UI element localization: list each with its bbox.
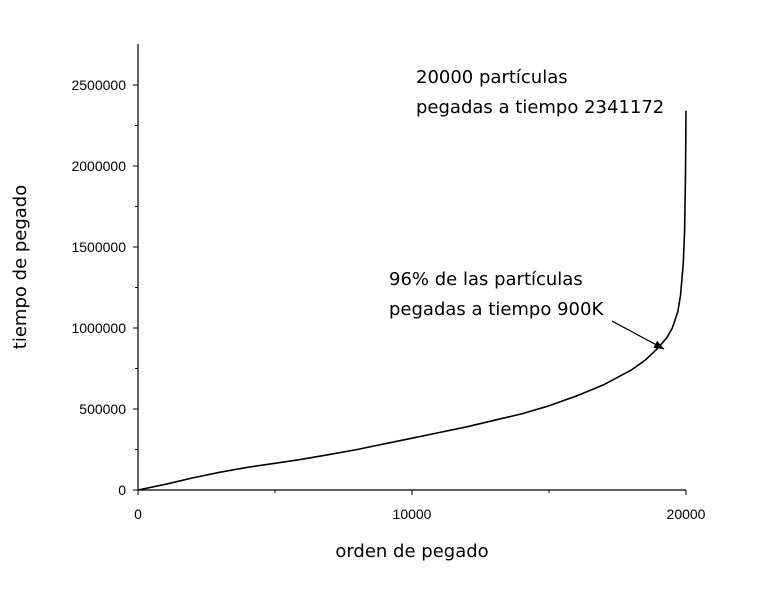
x-tick-label: 0 xyxy=(134,506,142,522)
y-axis-title: tiempo de pegado xyxy=(10,185,31,349)
x-axis-title: orden de pegado xyxy=(335,541,488,562)
annotation-96pct-line-2: pegadas a tiempo 900K xyxy=(389,299,604,320)
series-line-1 xyxy=(137,110,687,491)
y-axis: 0 500000 1000000 1500000 2000000 2500000 xyxy=(71,44,139,498)
y-tick-label: 500000 xyxy=(79,401,126,417)
x-tick-label: 20000 xyxy=(667,506,706,522)
x-axis: 0 10000 20000 xyxy=(134,489,706,522)
annotation-96pct: 96% de las partículas pegadas a tiempo 9… xyxy=(389,269,665,350)
y-tick-label: 1500000 xyxy=(71,239,126,255)
y-tick-label: 2500000 xyxy=(71,77,126,93)
y-tick-label: 0 xyxy=(118,482,126,498)
annotation-arrow-head xyxy=(653,340,665,350)
x-tick-label: 10000 xyxy=(393,506,432,522)
y-tick-label: 2000000 xyxy=(71,158,126,174)
annotation-final: 20000 partículas pegadas a tiempo 234117… xyxy=(416,67,664,118)
y-tick-label: 1000000 xyxy=(71,320,126,336)
annotation-final-line-1: 20000 partículas xyxy=(416,67,568,88)
annotation-96pct-line-1: 96% de las partículas xyxy=(389,269,583,290)
annotation-final-line-2: pegadas a tiempo 2341172 xyxy=(416,97,664,118)
